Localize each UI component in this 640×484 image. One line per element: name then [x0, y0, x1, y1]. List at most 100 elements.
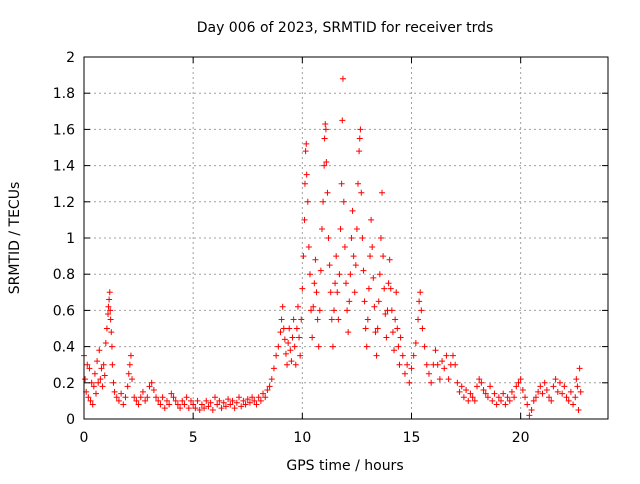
data-point: [125, 370, 132, 377]
data-point: [489, 397, 496, 404]
data-point: [463, 387, 470, 394]
y-tick-label: 0.6: [53, 303, 75, 319]
data-point: [222, 403, 229, 410]
data-point: [487, 383, 494, 390]
data-point: [227, 401, 234, 408]
data-point: [157, 401, 164, 408]
data-point: [565, 397, 572, 404]
x-ticks: 0 5 10 15 20: [80, 57, 530, 446]
data-point: [255, 394, 262, 401]
data-point: [576, 365, 583, 372]
data-point: [469, 394, 476, 401]
data-point: [107, 316, 114, 323]
data-point: [541, 379, 548, 386]
data-point: [364, 316, 371, 323]
data-point: [229, 397, 236, 404]
data-point: [170, 394, 177, 401]
data-point: [107, 307, 114, 314]
data-point: [93, 390, 100, 397]
data-point: [90, 383, 97, 390]
data-point: [352, 262, 359, 269]
data-point: [91, 370, 98, 377]
data-point: [268, 376, 275, 383]
data-point: [326, 262, 333, 269]
data-point: [177, 405, 184, 412]
data-point: [567, 388, 574, 395]
data-point: [532, 394, 539, 401]
data-point: [146, 383, 153, 390]
data-point: [262, 394, 269, 401]
data-point: [334, 289, 341, 296]
data-point: [214, 401, 221, 408]
data-point: [285, 339, 292, 346]
data-point: [266, 383, 273, 390]
x-tick-label: 10: [293, 430, 311, 446]
data-point: [395, 343, 402, 350]
data-point: [476, 376, 483, 383]
data-point: [452, 361, 459, 368]
data-point: [340, 198, 347, 205]
data-point: [108, 343, 115, 350]
data-point: [290, 316, 297, 323]
y-tick-label: 0.4: [53, 340, 75, 356]
data-point: [388, 307, 395, 314]
data-point: [97, 376, 104, 383]
data-point: [379, 189, 386, 196]
data-point: [382, 311, 389, 318]
data-point: [306, 271, 313, 278]
data-point: [404, 361, 411, 368]
data-point: [417, 289, 424, 296]
data-point: [519, 387, 526, 394]
data-point: [249, 394, 256, 401]
data-point: [282, 350, 289, 357]
data-point: [396, 361, 403, 368]
data-point: [458, 383, 465, 390]
y-tick-label: 2: [66, 50, 75, 66]
data-point: [260, 390, 267, 397]
data-point: [406, 379, 413, 386]
data-point: [539, 390, 546, 397]
data-point: [299, 285, 306, 292]
data-point: [99, 383, 106, 390]
data-point: [323, 158, 330, 165]
data-point: [216, 397, 223, 404]
data-point: [508, 388, 515, 395]
data-point: [346, 298, 353, 305]
data-point: [301, 180, 308, 187]
data-point: [471, 397, 478, 404]
data-point: [493, 401, 500, 408]
data-point: [277, 329, 284, 336]
data-point: [129, 376, 136, 383]
data-point: [328, 316, 335, 323]
data-point: [311, 280, 318, 287]
data-point: [467, 390, 474, 397]
data-point: [454, 379, 461, 386]
data-point: [133, 397, 140, 404]
data-point: [441, 365, 448, 372]
data-point: [131, 394, 138, 401]
data-point: [150, 387, 157, 394]
data-point: [575, 406, 582, 413]
data-point: [251, 397, 258, 404]
data-point: [144, 394, 151, 401]
data-point: [522, 394, 529, 401]
data-point: [89, 401, 96, 408]
data-point: [559, 390, 566, 397]
data-point: [105, 303, 112, 310]
data-point: [408, 365, 415, 372]
data-point: [337, 225, 344, 232]
data-point: [332, 280, 339, 287]
data-point: [355, 180, 362, 187]
data-point: [528, 406, 535, 413]
data-point: [94, 358, 101, 365]
data-point: [356, 135, 363, 142]
data-point: [95, 379, 102, 386]
data-point: [309, 334, 316, 341]
data-point: [304, 198, 311, 205]
data-point: [341, 244, 348, 251]
data-point: [281, 336, 288, 343]
data-point: [370, 274, 377, 281]
data-point: [373, 352, 380, 359]
data-point: [570, 401, 577, 408]
data-point: [181, 401, 188, 408]
